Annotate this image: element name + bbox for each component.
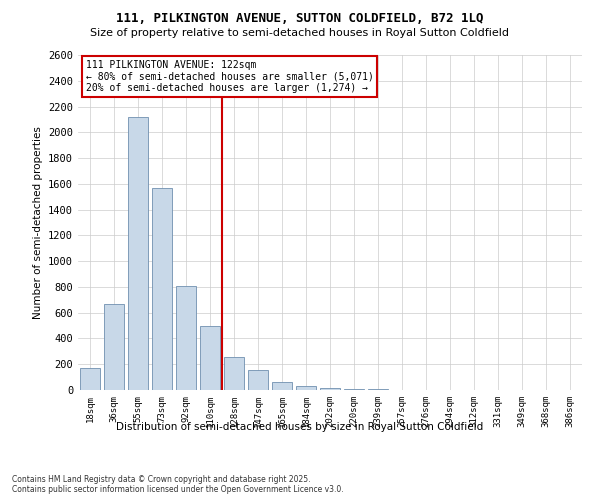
Bar	[248, 370, 268, 390]
Bar	[320, 388, 340, 390]
Bar	[104, 304, 124, 390]
Bar	[128, 117, 148, 390]
Bar	[152, 188, 172, 390]
Bar	[80, 368, 100, 390]
Text: Size of property relative to semi-detached houses in Royal Sutton Coldfield: Size of property relative to semi-detach…	[91, 28, 509, 38]
Bar	[272, 382, 292, 390]
Y-axis label: Number of semi-detached properties: Number of semi-detached properties	[32, 126, 43, 319]
Bar	[200, 326, 220, 390]
Text: 111 PILKINGTON AVENUE: 122sqm
← 80% of semi-detached houses are smaller (5,071)
: 111 PILKINGTON AVENUE: 122sqm ← 80% of s…	[86, 60, 373, 93]
Bar	[344, 389, 364, 390]
Bar	[296, 386, 316, 390]
Bar	[176, 286, 196, 390]
Text: 111, PILKINGTON AVENUE, SUTTON COLDFIELD, B72 1LQ: 111, PILKINGTON AVENUE, SUTTON COLDFIELD…	[116, 12, 484, 26]
Text: Distribution of semi-detached houses by size in Royal Sutton Coldfield: Distribution of semi-detached houses by …	[116, 422, 484, 432]
Bar	[224, 356, 244, 390]
Text: Contains HM Land Registry data © Crown copyright and database right 2025.
Contai: Contains HM Land Registry data © Crown c…	[12, 475, 344, 494]
